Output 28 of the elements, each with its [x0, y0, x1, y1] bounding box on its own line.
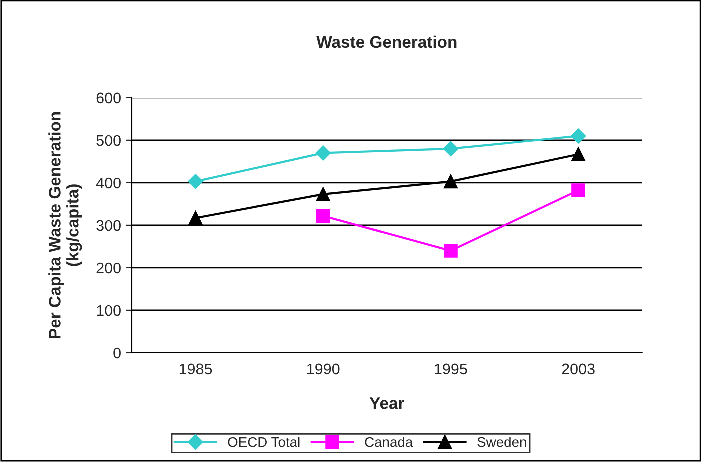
point — [572, 184, 586, 198]
y-axis-title: Per Capita Waste Generation (kg/capita) — [48, 112, 82, 338]
point — [444, 244, 458, 258]
x-tick-label: 1990 — [308, 364, 340, 375]
y-tick-label: 600 — [96, 92, 121, 104]
x-axis-title: Year — [370, 398, 405, 410]
point — [443, 141, 459, 157]
point — [316, 146, 331, 161]
point — [444, 174, 458, 189]
legend-label: Sweden — [478, 437, 526, 448]
point — [316, 187, 330, 202]
x-tick-label: 1995 — [435, 364, 468, 375]
y-tick-label: 400 — [96, 178, 121, 189]
point — [572, 148, 586, 162]
chart-title: Waste Generation — [316, 36, 457, 48]
y-tick-label: 0 — [114, 348, 121, 359]
y-tick-label: 200 — [96, 262, 121, 274]
legend-label: OECD Total — [228, 437, 300, 448]
point — [316, 209, 330, 224]
y-tick-label: 300 — [96, 220, 121, 232]
legend-label: Canada — [365, 437, 414, 448]
y-tick-label: 100 — [97, 305, 121, 316]
point — [570, 128, 586, 144]
x-tick-label: 1985 — [180, 364, 212, 375]
y-tick-label: 500 — [96, 135, 121, 146]
x-tick-label: 2003 — [562, 364, 595, 375]
point — [188, 174, 204, 190]
point — [188, 211, 203, 226]
